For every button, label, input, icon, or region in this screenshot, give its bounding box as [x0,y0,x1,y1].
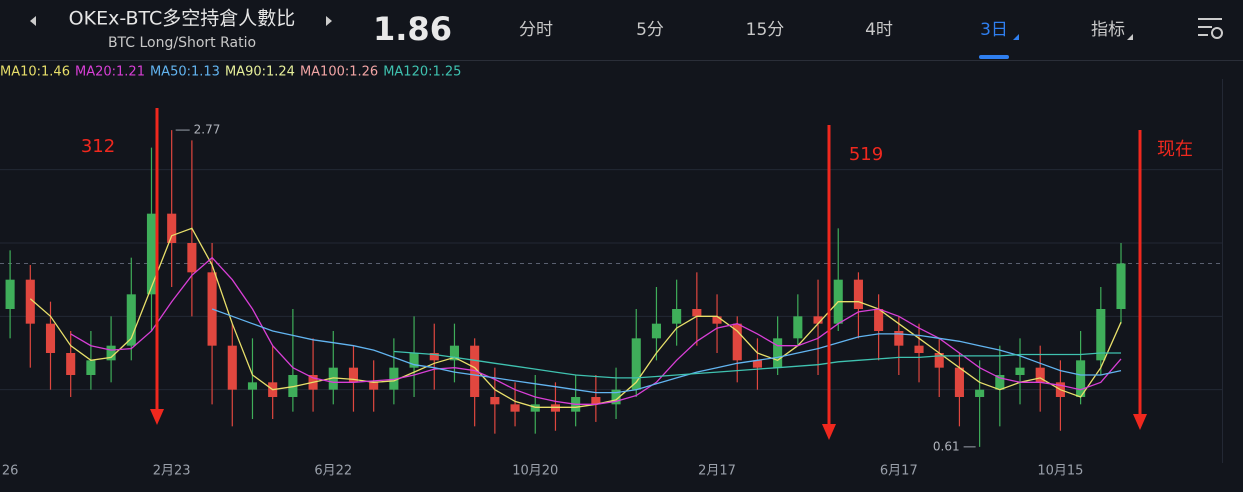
tab[interactable]: 指标 [1091,20,1125,40]
candle-body [631,338,641,390]
candle-body [167,213,177,243]
annotation-arrowhead [1133,414,1147,430]
candle-body [389,367,399,390]
candle-body [934,353,944,368]
tab[interactable]: 15分 [746,20,785,40]
candle-body [86,360,96,375]
candle-body [207,272,217,346]
candle-body [752,360,762,368]
annotation-arrowhead [822,424,836,440]
candle-body [409,353,419,368]
candle-body [1015,367,1025,375]
last-value: 1.86 [373,10,452,48]
candle-body [510,404,520,412]
candle-body [853,279,863,309]
ma-line [29,227,1122,408]
ma-legend: MA120:1.25 [383,65,461,80]
ma-legend: MA100:1.26 [300,65,378,80]
candle-body [773,338,783,368]
ma-line [70,256,1122,405]
candle-body [328,367,338,390]
ma-line [393,350,1121,379]
ma-line [211,308,1122,394]
candle-body [369,382,379,390]
settings-icon[interactable] [1198,18,1223,39]
candle-body [1096,309,1106,361]
candle-body [490,397,500,405]
candle-body [712,316,722,324]
candle-body [429,353,439,361]
candle-body [470,345,480,397]
candle-body [793,316,803,339]
candle-body [611,389,621,405]
tab[interactable]: 3日 [980,20,1008,40]
icon-gear [1211,27,1223,39]
candle-body [530,404,540,412]
min-label: 0.61 [933,439,960,453]
annotation-label: 519 [849,144,883,165]
candle-body [449,345,460,361]
subtitle: BTC Long/Short Ratio [108,35,256,51]
tab-dropdown [1013,34,1019,40]
annotation-label: 现在 [1157,139,1193,160]
candle-body [187,243,197,273]
tab[interactable]: 5分 [636,20,664,40]
x-tick-label: 6月22 [314,464,352,479]
ma-legend: MA10:1.46 [0,65,70,80]
x-tick-label: 10月20 [512,464,558,479]
candle-body [1116,263,1126,309]
candle-body [227,345,237,390]
candle-body [288,375,298,397]
candle-body [106,345,116,361]
x-tick-label: 26 [2,464,19,479]
annotation-arrowhead [150,409,164,425]
x-tick-label: 2月23 [153,464,191,479]
candle-body [651,323,661,339]
candle-body [672,309,682,324]
x-tick-label: 6月17 [880,464,918,479]
candle-body [995,375,1005,390]
candle-body [591,397,601,405]
tab-underline [979,55,1009,59]
annotation-label: 312 [81,136,115,157]
candle-body [126,294,136,346]
tab[interactable]: 4时 [865,20,893,40]
candle-body [146,213,157,295]
candle-body [1035,367,1045,383]
tab[interactable]: 分时 [519,20,553,40]
ma-legend: MA20:1.21 [75,65,145,80]
candle-body [66,353,76,375]
x-tick-label: 2月17 [698,464,736,479]
prev-arrow[interactable] [30,16,36,26]
candle-body [813,316,823,324]
candle-body [1076,360,1086,397]
next-arrow[interactable] [326,16,332,26]
candle-body [954,367,964,397]
candle-body [5,279,15,309]
title: OKEx-BTC多空持倉人數比 [69,8,296,30]
x-tick-label: 10月15 [1037,464,1083,479]
tab-dropdown [1127,34,1133,40]
candle-body [45,323,56,353]
candle-body [247,382,258,390]
candle-body [914,345,924,353]
candle-body [25,279,35,324]
candle-body [874,309,884,331]
ma-legend: MA90:1.24 [225,65,295,80]
candle-body [692,309,702,317]
candle-body [732,323,742,361]
candle-body [894,331,904,346]
max-label: 2.77 [194,123,221,137]
candle-body [975,389,985,397]
candle-body [550,404,560,412]
ma-legend: MA50:1.13 [150,65,220,80]
candle-body [348,367,359,383]
